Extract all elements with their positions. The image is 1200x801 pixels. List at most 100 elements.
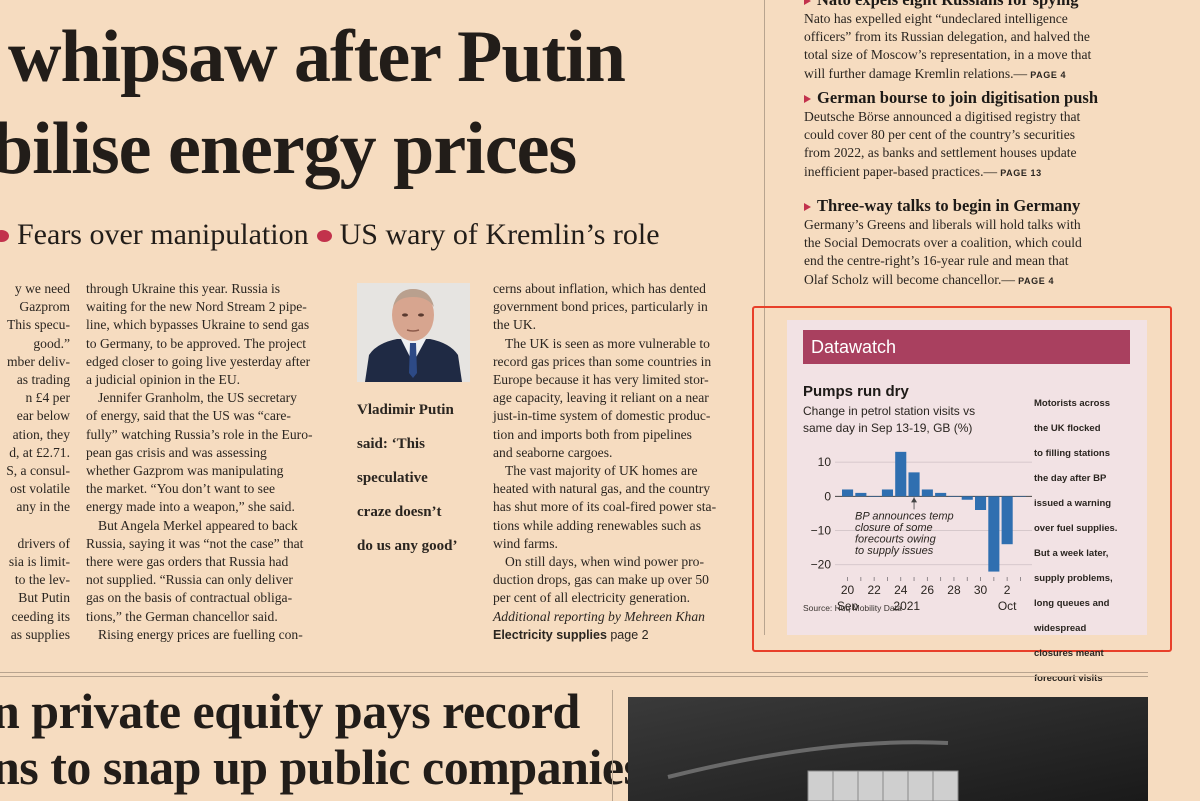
bar-sep-29 <box>961 496 973 500</box>
brief-body: Nato has expelled eight “undeclared inte… <box>804 10 1091 84</box>
article-line: through Ukraine this year. Russia is <box>86 281 281 296</box>
article-line: Jennifer Granholm, the US secretary <box>98 390 297 406</box>
article-line: cerns about inflation, which has dented <box>493 281 706 296</box>
side-text-line: Motorists across <box>1034 397 1111 409</box>
article-line: good.” <box>33 335 70 351</box>
article-line: ation, they <box>12 426 70 442</box>
brief-line-text: end the centre-right’s 16-year rule and … <box>804 253 1069 269</box>
article-line: The UK is seen as more vulnerable to <box>505 335 710 351</box>
brief-line-text: total size of Moscow’s representation, i… <box>804 47 1092 63</box>
article-line: age capacity, leaving it reliant on a ne… <box>493 390 709 406</box>
news-brief[interactable]: Three-way talks to begin in Germany Germa… <box>804 196 1082 290</box>
brief-line: Germany’s Greens and liberals will hold … <box>804 216 1082 234</box>
news-brief[interactable]: German bourse to join digitisation push D… <box>804 88 1098 182</box>
bar-sep-26 <box>921 489 933 497</box>
y-tick-label: 10 <box>818 455 832 469</box>
article-line: government bond prices, particularly in <box>493 299 708 315</box>
bar-oct-1 <box>988 496 1000 572</box>
bottom-photo <box>628 697 1148 801</box>
datawatch-side-text: Motorists across the UK flocked to filling… <box>1034 386 1139 746</box>
bar-sep-24 <box>895 451 907 497</box>
bar-sep-23 <box>881 489 893 497</box>
x-tick-label: 26 <box>921 583 935 597</box>
article-line: S, a consul- <box>6 463 70 479</box>
article-line: of energy, said that the US was “care- <box>86 408 291 424</box>
caption-line: do us any good’ <box>357 538 458 554</box>
brief-title[interactable]: German bourse to join digitisation push <box>804 88 1098 108</box>
article-line: This specu- <box>6 317 70 333</box>
article-column-3: cerns about inflation, which has dented g… <box>493 280 745 608</box>
highlight-frame <box>752 306 1172 652</box>
side-text-line: forecourt visits <box>1034 672 1103 684</box>
bar-sep-27 <box>935 492 947 497</box>
article-line: as trading <box>16 372 70 388</box>
article-line: tions while adding renewables such as <box>493 517 702 533</box>
caption-line: speculative <box>357 470 428 486</box>
arrow-bullet-icon <box>804 203 811 212</box>
bar-sep-28 <box>948 496 960 497</box>
brief-title[interactable]: Three-way talks to begin in Germany <box>804 196 1082 216</box>
article-line: edged closer to going live yesterday aft… <box>86 353 311 369</box>
page-reference[interactable]: PAGE 4 <box>1015 275 1055 286</box>
bar-sep-20 <box>842 489 854 497</box>
bottom-headline-line2: ns to snap up public companies <box>0 739 643 795</box>
article-line: sia is limit- <box>8 554 70 570</box>
jump-page[interactable]: page 2 <box>610 628 649 642</box>
subhead-item-1: Fears over manipulation <box>17 218 309 251</box>
y-tick-label: 0 <box>824 489 831 503</box>
datawatch-header: Datawatch <box>803 330 1130 364</box>
article-column-1: y we need Gazprom This specu-good.” mber de… <box>0 280 70 644</box>
jump-line: Electricity supplies page 2 <box>493 626 649 644</box>
side-text-line: the UK flocked <box>1034 422 1101 434</box>
y-tick-label: −10 <box>811 524 832 538</box>
brief-line: from 2022, as banks and settlement house… <box>804 144 1098 162</box>
brief-line-text: Deutsche Börse announced a digitised reg… <box>804 109 1081 124</box>
brief-line: will further damage Kremlin relations.— … <box>804 65 1091 84</box>
news-brief[interactable]: Nato expels eight Russians for spying Nat… <box>804 0 1091 84</box>
article-line: as supplies <box>10 626 70 642</box>
brief-line: Deutsche Börse announced a digitised reg… <box>804 108 1098 126</box>
chart-source: Source: Huq Mobility Data <box>803 603 902 613</box>
side-text-line: But a week later, <box>1034 547 1109 559</box>
bar-sep-25 <box>908 472 920 497</box>
brief-body: Germany’s Greens and liberals will hold … <box>804 216 1082 290</box>
jump-bold[interactable]: Electricity supplies <box>493 628 607 642</box>
chart-title: Pumps run dry <box>803 383 909 400</box>
article-line: just-in-time system of domestic produc- <box>493 408 711 424</box>
photo-caption: Vladimir Putin said: ‘This speculative craz… <box>357 386 482 571</box>
main-headline-line2: bilise energy prices <box>0 108 577 190</box>
brief-line-text: Germany’s Greens and liberals will hold … <box>804 217 1081 232</box>
brief-line-text: the Social Democrats over a coalition, w… <box>804 235 1082 251</box>
datawatch-panel: Datawatch Pumps run dry Change in petrol… <box>787 320 1147 734</box>
article-line: waiting for the new Nord Stream 2 pipe- <box>86 299 307 315</box>
annotation-line: to supply issues <box>855 545 934 557</box>
bar-oct-2 <box>1001 496 1013 545</box>
side-text-line: widespread <box>1034 622 1087 634</box>
article-line: mber deliv- <box>6 353 70 369</box>
article-line: tion and imports both from pipelines <box>493 426 692 442</box>
article-line: to the lev- <box>14 572 70 588</box>
article-line: line, which bypasses Ukraine to send gas <box>86 317 310 333</box>
article-line: duction drops, gas can make up over 50 <box>493 572 709 588</box>
annotation-line: BP announces temp <box>855 510 954 522</box>
article-line: On still days, when wind power pro- <box>505 554 704 570</box>
side-text-line: issued a warning <box>1034 497 1112 509</box>
arrow-bullet-icon <box>804 95 811 104</box>
article-column-2: through Ukraine this year. Russia is wait… <box>86 280 338 644</box>
brief-line-text: inefficient paper-based practices.— <box>804 163 998 179</box>
brief-line: inefficient paper-based practices.— PAGE… <box>804 163 1098 182</box>
brief-title[interactable]: Nato expels eight Russians for spying <box>804 0 1091 10</box>
portrait-illustration <box>357 283 470 382</box>
page-reference[interactable]: PAGE 13 <box>997 167 1042 178</box>
brief-line-text: Olaf Scholz will become chancellor.— <box>804 271 1016 287</box>
brief-title-text: Three-way talks to begin in Germany <box>817 196 1081 215</box>
article-line: The vast majority of UK homes are <box>505 463 698 479</box>
brief-body: Deutsche Börse announced a digitised reg… <box>804 108 1098 182</box>
x-tick-label: 30 <box>974 583 988 597</box>
brief-line-text: could cover 80 per cent of the country’s… <box>804 127 1076 143</box>
article-line: n £4 per <box>25 390 70 406</box>
brief-line: could cover 80 per cent of the country’s… <box>804 126 1098 144</box>
article-line: pean gas crisis and was assessing <box>86 444 267 460</box>
x-tick-label: 28 <box>947 583 961 597</box>
page-reference[interactable]: PAGE 4 <box>1027 69 1067 80</box>
